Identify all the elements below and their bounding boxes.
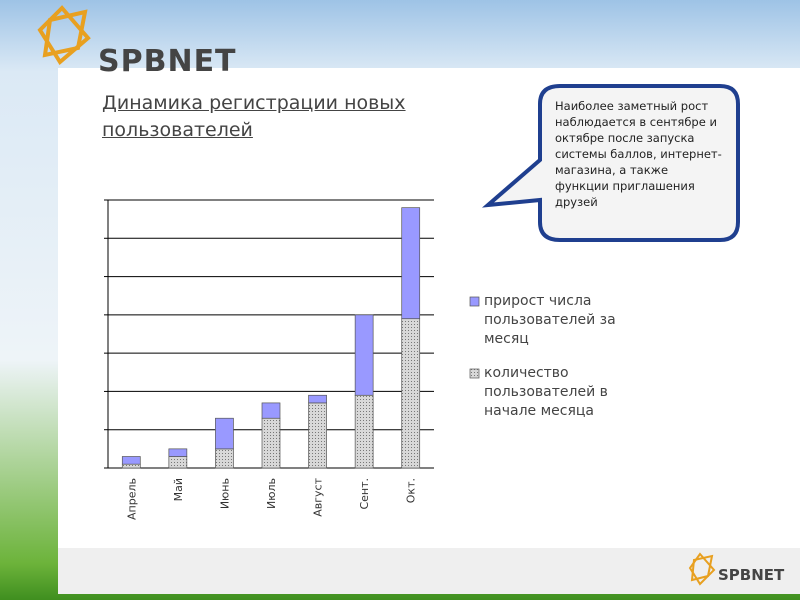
x-tick-label: Август: [312, 477, 325, 516]
x-tick-label: Апрель: [125, 478, 138, 520]
legend-label: количество пользователей в начале месяца: [484, 365, 608, 419]
x-tick-label: Май: [172, 478, 185, 501]
logo: SPBNET: [98, 44, 237, 79]
legend-swatch: [469, 368, 480, 379]
x-tick-label: Сент.: [358, 478, 371, 510]
callout: [481, 84, 740, 242]
bar-segment: [215, 448, 234, 469]
legend-label: прирост числа пользователей за месяц: [484, 293, 616, 347]
bar-segment: [121, 456, 141, 465]
bar-segment: [354, 314, 374, 396]
bar-segment: [308, 394, 327, 404]
footer-logo-icon: [688, 552, 716, 586]
bar-segment: [261, 402, 281, 419]
bar-segment: [215, 417, 234, 450]
annotation: Наиболее заметный рост наблюдается в сен…: [555, 99, 722, 209]
x-tick-label: Окт.: [405, 478, 418, 503]
footer-logo: SPBNET: [718, 566, 785, 584]
bar-segment: [308, 402, 327, 469]
footer: [58, 548, 800, 594]
logo-icon: [37, 5, 91, 66]
bar-segment: [261, 417, 281, 469]
bar-segment: [401, 318, 421, 469]
bar-segment: [354, 394, 374, 469]
x-tick-label: Июль: [265, 478, 278, 509]
bar-segment: [401, 207, 421, 320]
bar-segment: [121, 463, 141, 469]
x-tick-label: Июнь: [218, 478, 231, 509]
bar-segment: [168, 448, 188, 457]
legend-swatch: [469, 296, 480, 307]
chart-title: Динамика регистрации новых пользователей: [102, 92, 406, 141]
bar-segment: [168, 456, 188, 469]
